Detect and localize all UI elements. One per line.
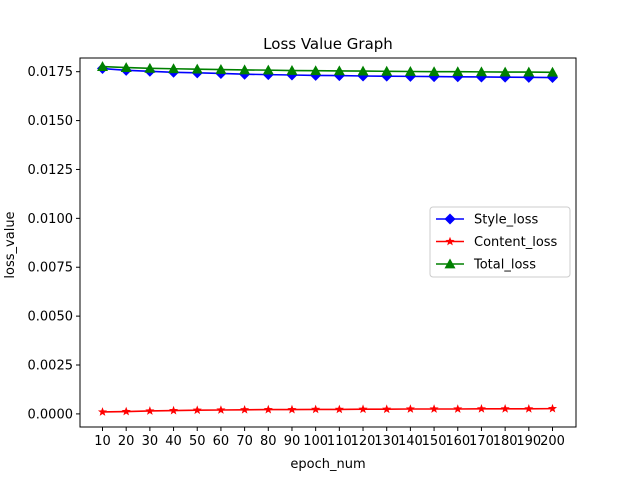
- plot-area: 10 20 30 40 50 60 70 80 90 1001101201301401501601…: [28, 57, 577, 449]
- content-loss-line: [102, 407, 553, 413]
- x-tick-label: 70: [236, 434, 253, 449]
- x-tick-label: 120: [351, 434, 376, 449]
- x-tick-label: 180: [493, 434, 518, 449]
- total-loss-point: [262, 64, 274, 75]
- y-tick-label: 0.0075: [28, 261, 74, 276]
- total-loss-point: [333, 65, 345, 76]
- content-loss-point: [287, 404, 297, 414]
- x-tick-label: 50: [189, 434, 206, 449]
- content-loss-point: [192, 405, 202, 415]
- content-loss-point: [334, 404, 344, 414]
- total-loss-line: [102, 65, 553, 74]
- total-loss-point: [286, 65, 298, 75]
- y-tick-label: 0.0175: [28, 65, 74, 80]
- legend-label-content-loss: Content_loss: [474, 235, 558, 250]
- x-tick-label: 20: [118, 434, 135, 449]
- content-loss-point: [382, 404, 392, 414]
- x-tick-label: 60: [213, 434, 230, 449]
- content-loss-point: [97, 407, 108, 416]
- total-loss-point: [97, 61, 108, 72]
- content-loss-point: [168, 405, 179, 415]
- x-tick-label: 190: [516, 434, 541, 449]
- total-loss-point: [381, 65, 393, 76]
- chart-title: Loss Value Graph: [263, 35, 393, 53]
- x-tick-label: 30: [142, 434, 159, 449]
- total-loss-point: [239, 64, 251, 75]
- plot-frame: [79, 57, 577, 428]
- legend-label-total-loss: Total_loss: [473, 258, 536, 273]
- content-loss-point: [500, 404, 510, 413]
- total-loss-point: [475, 66, 487, 77]
- content-loss-point: [311, 404, 321, 414]
- content-loss-point: [121, 406, 131, 416]
- total-loss-point: [120, 62, 132, 72]
- content-loss-point: [524, 404, 534, 413]
- total-loss-point: [168, 63, 180, 74]
- total-loss-point: [547, 66, 558, 77]
- x-tick-label: 200: [540, 434, 565, 449]
- total-loss-point: [310, 65, 322, 76]
- y-axis-label: loss_value: [3, 211, 18, 278]
- total-loss-point: [404, 65, 416, 76]
- total-loss-point: [357, 65, 369, 76]
- content-loss-point: [263, 404, 273, 414]
- total-loss-point: [144, 62, 156, 73]
- x-tick-label: 10: [94, 434, 111, 449]
- total-loss-point: [499, 66, 511, 77]
- content-loss-point: [240, 404, 250, 414]
- content-loss-point: [453, 404, 463, 413]
- x-tick-label: 100: [303, 434, 328, 449]
- content-loss-point: [405, 404, 415, 413]
- content-loss-point: [358, 404, 368, 414]
- legend-marker-content-loss: [445, 236, 455, 246]
- total-loss-point: [215, 64, 227, 74]
- x-tick-label: 130: [374, 434, 399, 449]
- legend-box: [429, 206, 571, 278]
- y-tick-label: 0.0150: [28, 114, 74, 129]
- x-tick-label: 150: [422, 434, 447, 449]
- total-loss-point: [428, 66, 440, 77]
- x-tick-label: 90: [284, 434, 301, 449]
- legend-marker-style-loss: [444, 213, 456, 225]
- total-loss-point: [523, 66, 535, 77]
- y-tick-label: 0.0000: [28, 407, 74, 422]
- content-loss-point: [145, 406, 155, 415]
- x-tick-label: 110: [327, 434, 352, 449]
- legend-marker-total-loss: [444, 258, 456, 269]
- y-tick-label: 0.0125: [28, 163, 74, 178]
- total-loss-point: [191, 63, 203, 74]
- y-tick-label: 0.0050: [28, 310, 74, 325]
- content-loss-point: [216, 405, 226, 414]
- content-loss-point: [476, 404, 487, 413]
- x-tick-label: 80: [260, 434, 277, 449]
- x-tick-label: 140: [398, 434, 423, 449]
- content-loss-point: [547, 403, 558, 413]
- y-tick-label: 0.0025: [28, 359, 74, 374]
- x-tick-label: 170: [469, 434, 494, 449]
- content-loss-point: [429, 404, 439, 413]
- legend: Style_loss Content_loss Total_loss: [429, 206, 571, 278]
- y-tick-label: 0.0100: [28, 212, 74, 227]
- total-loss-point: [452, 66, 464, 77]
- x-axis-label: epoch_num: [290, 457, 365, 472]
- legend-label-style-loss: Style_loss: [474, 213, 538, 228]
- x-tick-label: 160: [445, 434, 470, 449]
- x-tick-label: 40: [165, 434, 182, 449]
